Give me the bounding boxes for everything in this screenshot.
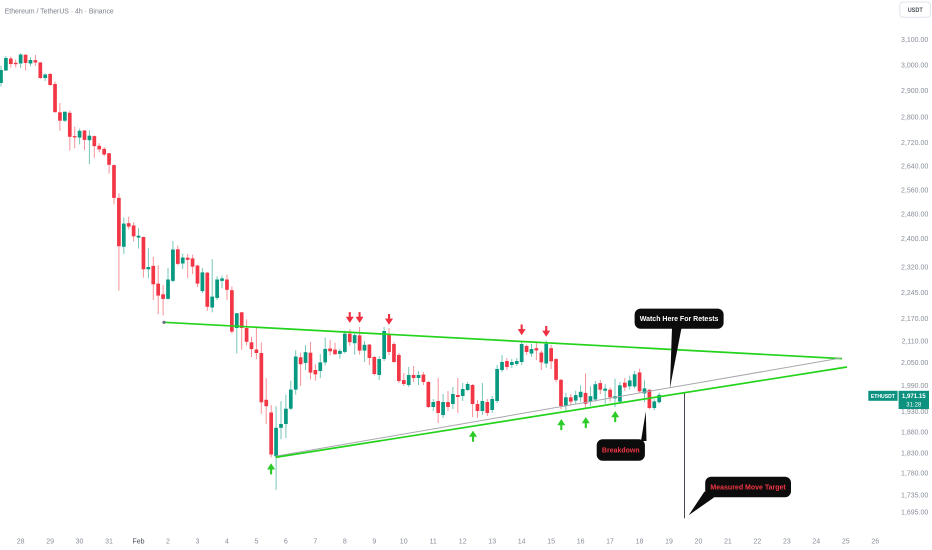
svg-text:1,735.00: 1,735.00 [901,492,928,499]
svg-text:2,400.00: 2,400.00 [901,236,928,243]
svg-text:21: 21 [724,538,732,545]
svg-text:24: 24 [812,538,820,545]
svg-text:17: 17 [606,538,614,545]
svg-text:1,695.00: 1,695.00 [901,509,928,516]
svg-text:31:28: 31:28 [906,401,921,408]
svg-text:18: 18 [636,538,644,545]
svg-text:8: 8 [343,538,347,545]
svg-text:2,640.00: 2,640.00 [901,164,928,171]
svg-text:25: 25 [842,538,850,545]
svg-text:29: 29 [46,538,54,545]
svg-text:Measured Move Target: Measured Move Target [710,485,786,492]
svg-text:3,100.00: 3,100.00 [901,37,928,44]
svg-text:1,830.00: 1,830.00 [901,450,928,457]
svg-text:16: 16 [577,538,585,545]
svg-text:1,780.00: 1,780.00 [901,471,928,478]
svg-text:2,245.00: 2,245.00 [901,290,928,297]
svg-text:2,800.00: 2,800.00 [901,115,928,122]
svg-text:ETHUSDT: ETHUSDT [871,394,895,400]
svg-text:11: 11 [430,538,437,545]
svg-text:Feb: Feb [132,538,144,545]
svg-text:2,320.00: 2,320.00 [901,264,928,271]
svg-text:2: 2 [166,538,170,545]
svg-text:Watch Here For Retests: Watch Here For Retests [640,316,719,323]
svg-text:22: 22 [754,538,762,545]
svg-text:3: 3 [195,538,199,545]
svg-text:28: 28 [17,538,25,545]
svg-text:20: 20 [695,538,703,545]
svg-text:14: 14 [518,538,526,545]
svg-text:2,900.00: 2,900.00 [901,88,928,95]
svg-text:4: 4 [225,538,229,545]
svg-text:19: 19 [665,538,673,545]
svg-text:2,480.00: 2,480.00 [901,212,928,219]
svg-text:2,110.00: 2,110.00 [902,338,929,345]
svg-text:Breakdown: Breakdown [602,448,640,455]
svg-text:23: 23 [783,538,791,545]
svg-text:30: 30 [76,538,84,545]
svg-text:3,000.00: 3,000.00 [901,63,928,70]
svg-text:31: 31 [105,538,113,545]
svg-text:Ethereum / TetherUS · 4h · Bin: Ethereum / TetherUS · 4h · Binance [5,9,114,16]
svg-text:2,050.00: 2,050.00 [901,360,928,367]
svg-text:12: 12 [459,538,467,545]
svg-text:7: 7 [313,538,317,545]
svg-text:10: 10 [400,538,408,545]
svg-text:2,720.00: 2,720.00 [901,140,928,147]
svg-text:1,990.00: 1,990.00 [901,383,928,390]
svg-text:2,560.00: 2,560.00 [901,187,928,194]
svg-text:6: 6 [284,538,288,545]
svg-text:9: 9 [372,538,376,545]
svg-text:2,170.00: 2,170.00 [901,316,928,323]
svg-text:15: 15 [547,538,555,545]
svg-text:26: 26 [871,538,879,545]
svg-text:1,880.00: 1,880.00 [901,430,928,437]
svg-text:1,930.00: 1,930.00 [901,409,928,416]
svg-text:USDT: USDT [908,7,923,14]
svg-text:5: 5 [254,538,258,545]
svg-text:1,971.15: 1,971.15 [902,393,926,400]
svg-text:13: 13 [488,538,496,545]
